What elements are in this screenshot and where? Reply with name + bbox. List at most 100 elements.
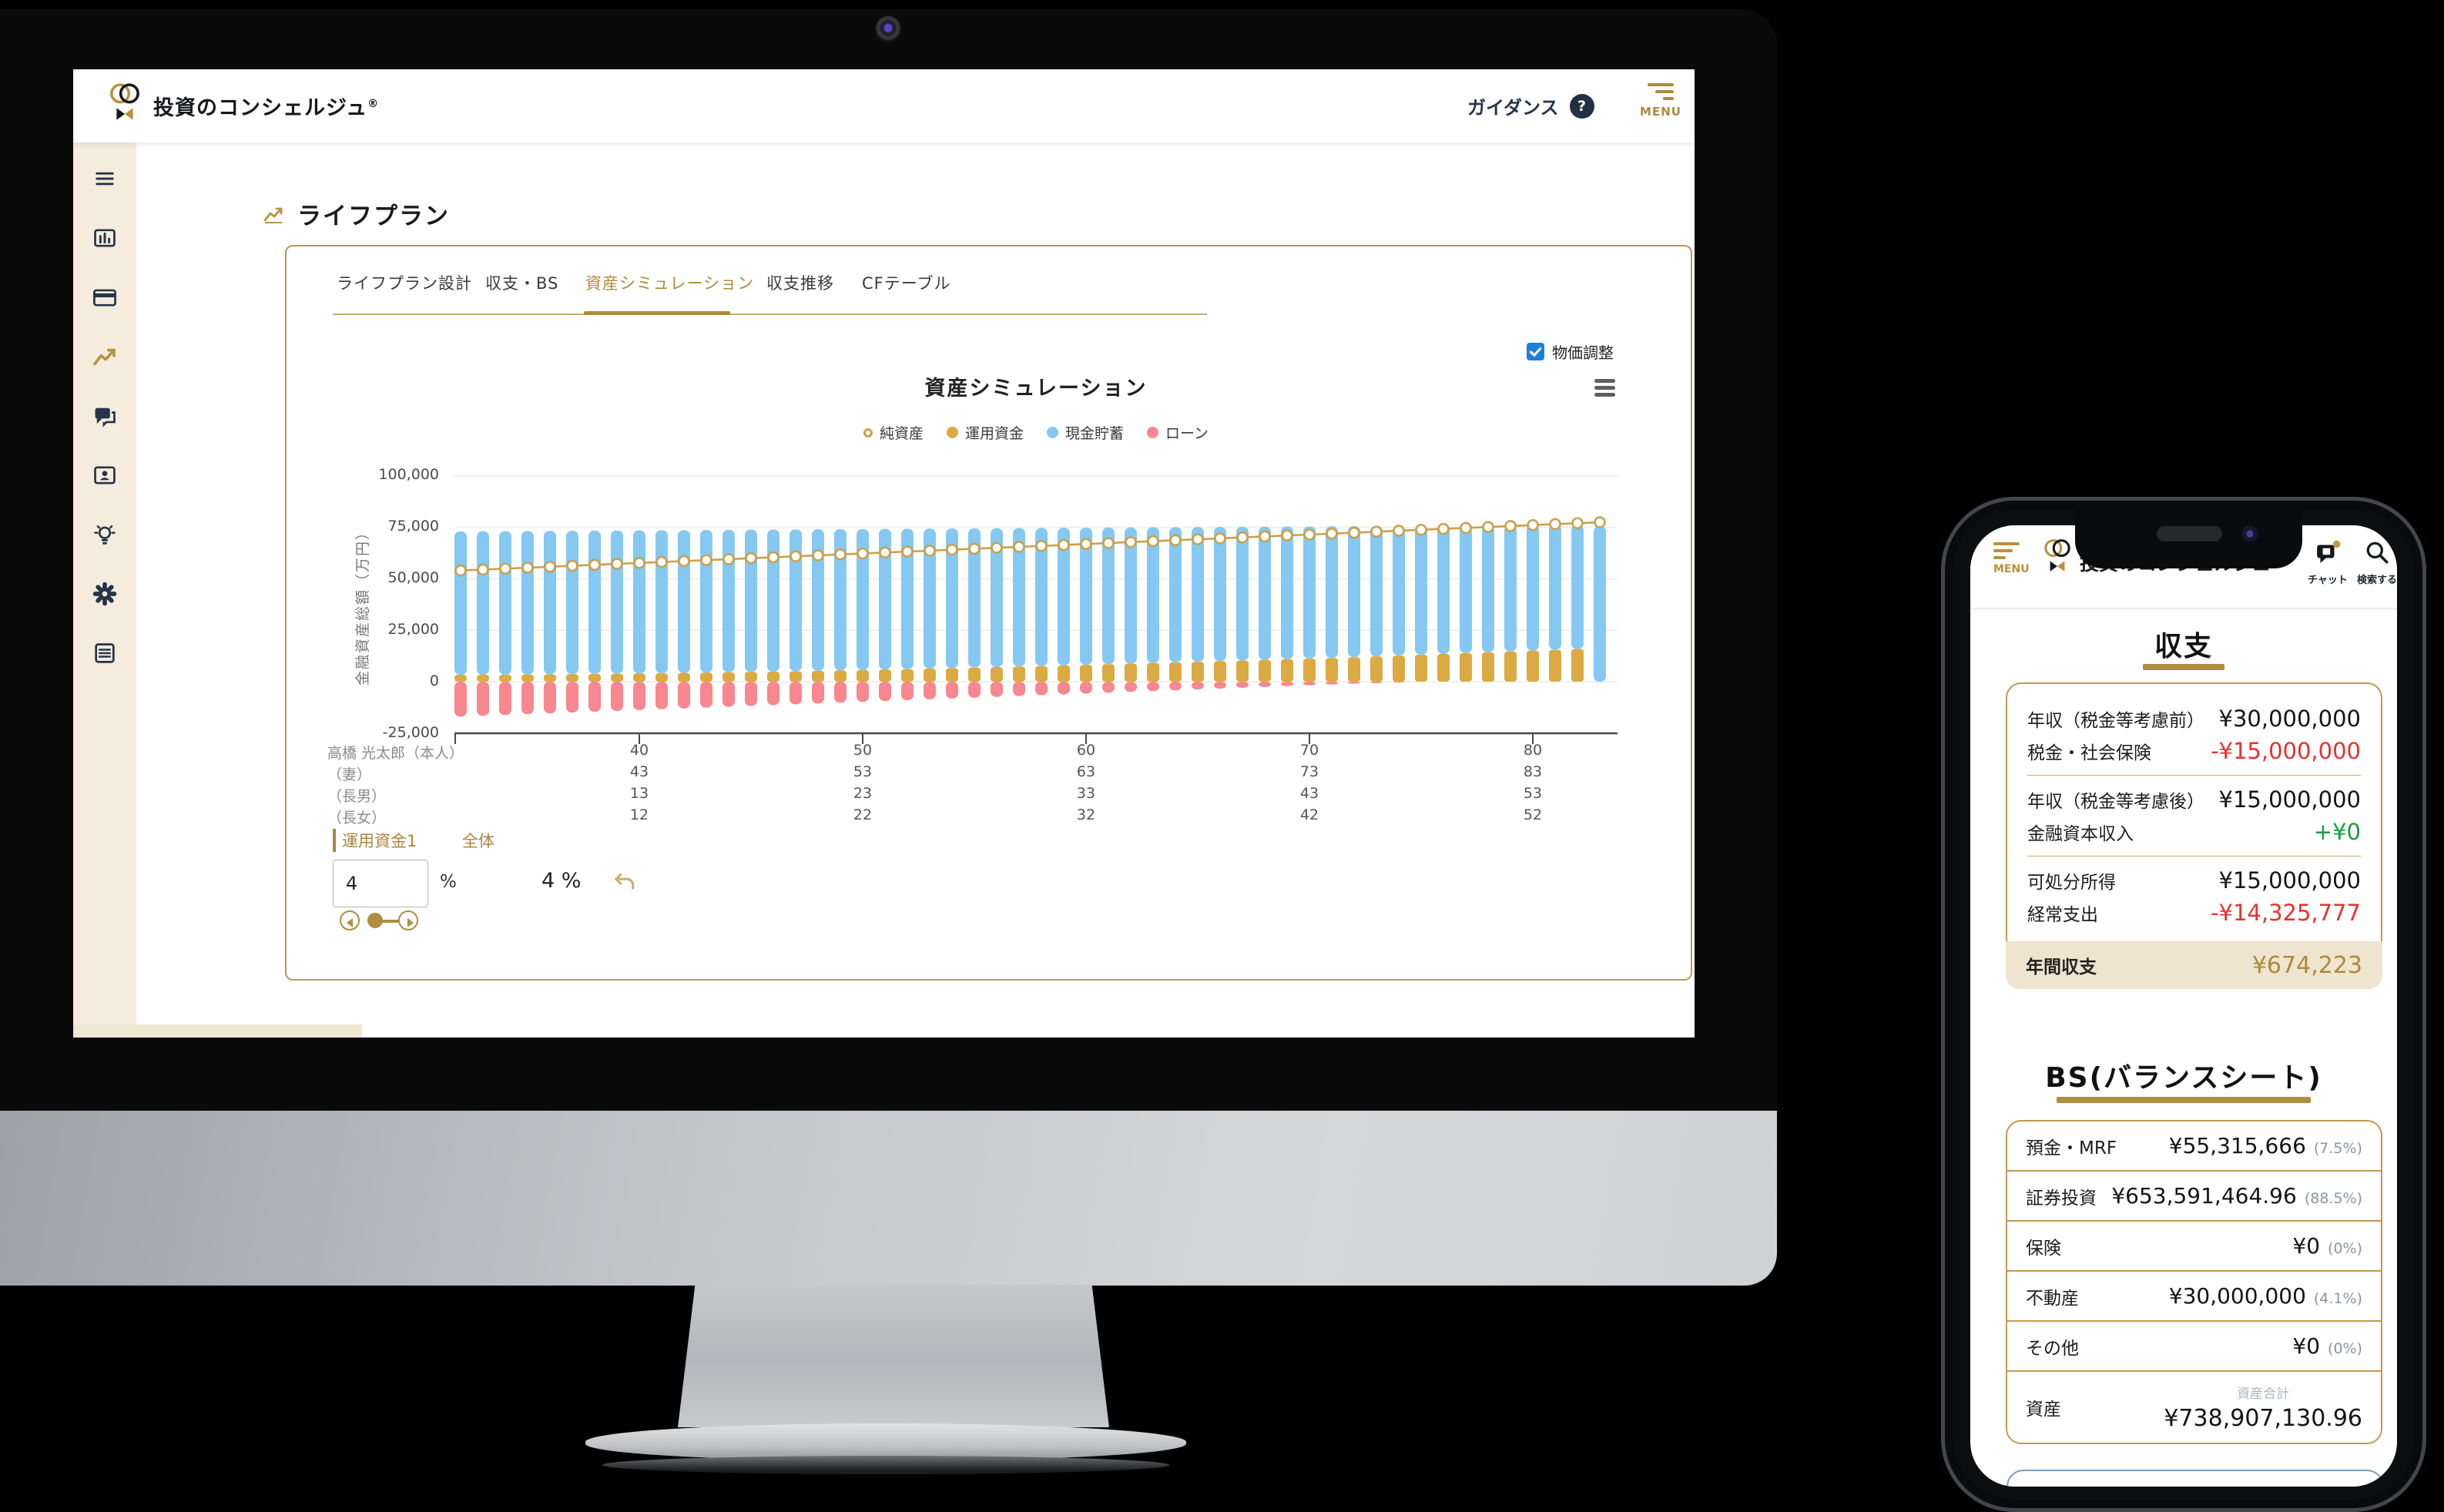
search-icon xyxy=(2366,541,2389,564)
balance-row-percent: (88.5%) xyxy=(2304,1190,2362,1207)
sidebar-item-contact[interactable] xyxy=(73,458,136,493)
rate-input[interactable]: 4 xyxy=(333,860,428,907)
bs-section-title: BS(バランスシート) xyxy=(2045,1062,2322,1094)
tab-asset-simulation[interactable]: 資産シミュレーション xyxy=(585,274,755,293)
family-age-value: 60 xyxy=(1076,742,1096,759)
legend-marker-icon xyxy=(863,427,873,438)
iphone-frame: MENU 投資のコンシェルジュ チャット xyxy=(1941,497,2426,1512)
legend-item[interactable]: ローン xyxy=(1146,422,1209,443)
sidebar-item-menu[interactable] xyxy=(73,161,136,196)
legend-item[interactable]: 純資産 xyxy=(863,422,924,443)
slider-increment-button[interactable] xyxy=(398,910,418,930)
imac-base-shadow xyxy=(602,1456,1169,1474)
iphone-notch xyxy=(2075,509,2302,568)
sidebar-item-dashboard[interactable] xyxy=(73,220,136,256)
chart-menu-icon[interactable] xyxy=(1594,379,1615,397)
balance-row-percent: (4.1%) xyxy=(2313,1290,2362,1307)
income-row-label: 可処分所得 xyxy=(2027,873,2116,893)
slider-decrement-button[interactable] xyxy=(340,910,360,930)
sidebar-item-settings[interactable] xyxy=(73,576,136,612)
balance-row-value: ¥0 xyxy=(2292,1233,2321,1259)
active-tab-underline xyxy=(584,311,730,315)
imac-stand-foot xyxy=(585,1423,1186,1460)
income-row-value: ¥15,000,000 xyxy=(2218,867,2362,893)
balance-row-percent: (0%) xyxy=(2328,1240,2362,1257)
guidance[interactable]: ガイダンス ? xyxy=(1467,92,1594,119)
tab-lifeplan-design[interactable]: ライフプラン設計 xyxy=(337,274,472,293)
family-age-value: 80 xyxy=(1523,742,1543,759)
legend-label: 純資産 xyxy=(879,425,924,442)
help-icon[interactable]: ? xyxy=(1569,93,1594,119)
y-axis-tick-label: 75,000 xyxy=(387,518,439,535)
balance-row-value: ¥30,000,000 xyxy=(2168,1283,2306,1309)
bs-title-underline xyxy=(2057,1097,2311,1103)
fund1-tab[interactable]: 運用資金1 xyxy=(333,829,417,852)
income-row-label: 年収（税金等考慮前） xyxy=(2027,711,2204,731)
sidebar-item-payments[interactable] xyxy=(73,280,136,315)
income-row: 経常支出 -¥14,325,777 xyxy=(2027,897,2361,929)
income-row-label: 年収（税金等考慮後） xyxy=(2027,792,2204,812)
phone-chat-button[interactable]: チャット xyxy=(2303,539,2352,586)
family-row-label: 高橋 光太郎（本人） xyxy=(327,745,464,762)
income-row: 税金・社会保険 -¥15,000,000 xyxy=(2027,735,2361,767)
trend-up-icon xyxy=(93,348,116,366)
income-row-value: ¥30,000,000 xyxy=(2218,706,2362,732)
sidebar-item-lifeplan-active[interactable] xyxy=(73,339,136,374)
legend-marker-icon xyxy=(946,427,958,438)
camera-icon xyxy=(2241,525,2258,542)
header-menu-button[interactable]: MENU xyxy=(1637,83,1685,119)
brand-logo[interactable]: 投資のコンシェルジュ® xyxy=(106,82,379,122)
hamburger-icon xyxy=(96,172,114,186)
page-title: ライフプラン xyxy=(297,203,450,230)
legend-label: ローン xyxy=(1165,425,1209,442)
tab-income-transition[interactable]: 収支推移 xyxy=(766,274,834,293)
legend-item[interactable]: 運用資金 xyxy=(946,422,1024,443)
balance-row-value: ¥55,315,666 xyxy=(2168,1133,2306,1158)
rate-slider[interactable] xyxy=(340,910,424,934)
legend-item[interactable]: 現金貯蓄 xyxy=(1046,422,1124,443)
family-row-label: （長男） xyxy=(327,788,387,805)
tab-cf-table[interactable]: CFテーブル xyxy=(862,274,951,293)
chart-legend: 純資産 運用資金 現金貯蓄 ローン xyxy=(728,422,1344,443)
balance-row-percent: (7.5%) xyxy=(2313,1140,2362,1157)
phone-search-button[interactable]: 検索する xyxy=(2355,539,2397,586)
y-axis-title: 金融資産総額（万円） xyxy=(354,524,371,686)
annual-balance-row: 年間収支 ¥674,223 xyxy=(2006,941,2382,989)
imac-chin xyxy=(0,1111,1777,1286)
family-age-value: 73 xyxy=(1299,763,1319,780)
tab-underline xyxy=(333,313,1207,315)
price-adjust-toggle[interactable]: 物価調整 xyxy=(1527,340,1614,363)
family-age-value: 40 xyxy=(629,742,649,759)
gear-icon xyxy=(92,582,117,606)
y-axis-tick-label: 25,000 xyxy=(387,621,439,638)
slider-thumb[interactable] xyxy=(367,913,383,928)
y-axis-tick-label: 100,000 xyxy=(378,466,439,483)
balance-row-label: 預金・MRF xyxy=(2026,1138,2117,1158)
family-age-value: 53 xyxy=(853,763,873,780)
family-age-value: 22 xyxy=(853,806,873,823)
sidebar-item-chat[interactable] xyxy=(73,398,136,434)
overall-tab[interactable]: 全体 xyxy=(462,832,494,850)
guidance-label: ガイダンス xyxy=(1467,97,1559,119)
next-card-preview xyxy=(2006,1470,2384,1487)
income-row-value: -¥15,000,000 xyxy=(2211,738,2361,764)
sidebar-item-ideas[interactable] xyxy=(73,517,136,552)
checked-checkbox-icon[interactable] xyxy=(1527,343,1544,360)
slider-track[interactable] xyxy=(377,920,403,923)
legend-label: 現金貯蓄 xyxy=(1064,425,1124,442)
sidebar-item-report[interactable] xyxy=(73,635,136,671)
balance-sheet-card: 預金・MRF ¥55,315,666 (7.5%) 証券投資 ¥653,591,464.… xyxy=(2006,1120,2382,1444)
tab-income-bs[interactable]: 収支・BS xyxy=(485,274,559,293)
assets-total-row: 資産 資産合計 ¥738,907,130.96 xyxy=(2007,1372,2381,1443)
bar-chart-icon xyxy=(94,229,116,247)
phone-menu-button[interactable]: MENU xyxy=(1993,542,2030,575)
income-row-value: +¥0 xyxy=(2313,819,2361,845)
price-adjust-label: 物価調整 xyxy=(1552,344,1614,362)
income-row: 年収（税金等考慮前） ¥30,000,000 xyxy=(2027,702,2361,735)
sidebar-bottom-strip xyxy=(73,1024,362,1038)
family-age-value: 70 xyxy=(1299,742,1319,759)
balance-row: 証券投資 ¥653,591,464.96 (88.5%) xyxy=(2007,1172,2381,1222)
income-row-label: 税金・社会保険 xyxy=(2027,743,2151,763)
undo-icon[interactable] xyxy=(612,870,637,897)
